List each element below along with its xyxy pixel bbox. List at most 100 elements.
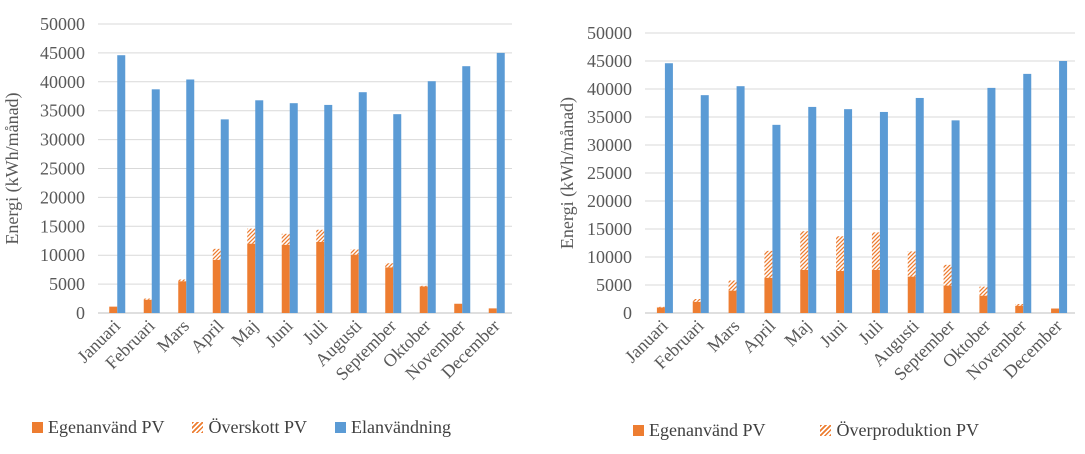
bar-elanvandning — [915, 97, 924, 314]
bar-surplus-pv — [178, 279, 187, 282]
bar-egen-pv — [907, 276, 916, 313]
bar-surplus-pv — [692, 299, 701, 302]
x-tick-label: Maj — [227, 316, 262, 351]
y-tick-label: 45000 — [587, 51, 632, 71]
bar-surplus-pv — [143, 298, 152, 300]
bar-surplus-pv — [728, 280, 737, 291]
y-tick-label: 25000 — [587, 163, 632, 183]
bar-elanvandning — [736, 86, 745, 313]
bar-elanvandning — [879, 111, 888, 314]
bar-surplus-pv — [836, 236, 845, 271]
bar-egen-pv — [247, 243, 256, 313]
chart-right-svg: 0 5000 10000 15000 20000 25000 30000 35000 40000… — [557, 23, 1075, 384]
bar-egen-pv — [178, 281, 187, 313]
bar-elanvandning — [427, 81, 436, 313]
bar-elanvandning — [987, 87, 996, 313]
bar-elanvandning — [951, 120, 960, 313]
y-tick-label: 15000 — [587, 219, 632, 239]
legend-label-surplus: Överskott PV — [208, 417, 307, 437]
bar-egen-pv — [728, 290, 737, 313]
bar-elanvandning — [186, 79, 195, 313]
legend-swatch-egen-right — [633, 425, 644, 436]
y-tick-label: 10000 — [40, 245, 85, 265]
y-tick-label: 50000 — [40, 14, 85, 34]
bar-surplus-pv — [419, 285, 428, 287]
bar-egen-pv — [419, 286, 428, 313]
bar-surplus-pv — [979, 286, 988, 296]
y-tick-label: 0 — [76, 303, 85, 323]
bar-surplus-pv — [212, 248, 221, 260]
bar-egen-pv — [1015, 305, 1024, 313]
x-tick-label: Maj — [780, 316, 815, 351]
bar-elanvandning — [151, 89, 160, 314]
bar-egen-pv — [800, 269, 809, 313]
bar-egen-pv — [692, 301, 701, 313]
bar-egen-pv — [488, 308, 497, 313]
bar-elanvandning — [772, 124, 781, 313]
bar-surplus-pv — [943, 264, 952, 286]
bar-elanvandning — [496, 52, 505, 314]
bar-elanvandning — [289, 103, 298, 313]
y-tick-label: 50000 — [587, 23, 632, 43]
legend-item-surplus: Överskott PV — [192, 417, 307, 438]
bar-surplus-pv — [656, 306, 665, 308]
bar-surplus-pv — [385, 263, 394, 268]
x-tick-label: Juni — [816, 316, 851, 351]
y-tick-label: 15000 — [40, 216, 85, 236]
bar-egen-pv — [385, 267, 394, 313]
bar-elanvandning — [255, 100, 264, 314]
bar-egen-pv — [836, 271, 845, 313]
y-tick-label: 30000 — [587, 135, 632, 155]
y-tick-label: 5000 — [49, 274, 85, 294]
y-tick-label: 30000 — [40, 130, 85, 150]
bar-surplus-pv — [247, 228, 256, 244]
bar-elanvandning — [462, 66, 471, 313]
y-tick-label: 35000 — [40, 101, 85, 121]
y-axis-title: Energi (kWh/månad) — [557, 97, 578, 249]
x-tick-label: Mars — [703, 316, 743, 356]
bar-elanvandning — [664, 63, 673, 313]
chart-left: 0 5000 10000 15000 20000 25000 30000 35000 40000… — [2, 14, 512, 384]
legend-swatch-el — [334, 422, 346, 433]
bar-elanvandning — [358, 92, 367, 313]
legend-item-surplus-right: Överproduktion PV — [820, 420, 979, 441]
bar-egen-pv — [1051, 308, 1060, 313]
bar-surplus-pv — [1015, 304, 1024, 306]
bar-elanvandning — [1059, 61, 1068, 313]
legend-label-egen-right: Egenanvänd PV — [649, 420, 766, 440]
y-tick-label: 45000 — [40, 43, 85, 63]
bar-elanvandning — [700, 95, 709, 313]
bar-egen-pv — [109, 306, 118, 313]
bar-elanvandning — [393, 114, 402, 313]
bar-egen-pv — [454, 303, 463, 313]
legend-label-egen: Egenanvänd PV — [48, 417, 165, 437]
bar-surplus-pv — [871, 232, 880, 270]
y-tick-label: 40000 — [587, 79, 632, 99]
y-tick-label: 10000 — [587, 247, 632, 267]
bar-surplus-pv — [316, 229, 325, 242]
x-tick-label: Mars — [153, 316, 193, 356]
bar-elanvandning — [220, 119, 229, 314]
bar-egen-pv — [143, 299, 152, 313]
legend-label-el: Elanvändning — [350, 417, 451, 437]
bar-egen-pv — [764, 277, 773, 313]
y-tick-label: 20000 — [587, 191, 632, 211]
legend-label-surplus-right: Överproduktion PV — [836, 420, 979, 440]
chart-left-svg: 0 5000 10000 15000 20000 25000 30000 35000 40000… — [2, 14, 512, 384]
bar-surplus-pv — [281, 233, 290, 245]
legend-item-el: Elanvändning — [334, 417, 451, 438]
bar-egen-pv — [871, 269, 880, 313]
bar-surplus-pv — [907, 251, 916, 277]
bar-elanvandning — [808, 106, 817, 313]
bar-egen-pv — [316, 241, 325, 313]
x-tick-label: April — [738, 316, 779, 357]
bar-egen-pv — [281, 244, 290, 313]
legend-item-egen-right: Egenanvänd PV — [633, 420, 765, 441]
bar-surplus-pv — [350, 249, 359, 255]
bar-surplus-pv — [800, 231, 809, 270]
x-tick-label: Juni — [261, 316, 296, 351]
bar-surplus-pv — [764, 250, 773, 278]
legend-swatch-surplus-right — [820, 425, 832, 436]
y-tick-label: 20000 — [40, 187, 85, 207]
bar-elanvandning — [117, 55, 126, 313]
